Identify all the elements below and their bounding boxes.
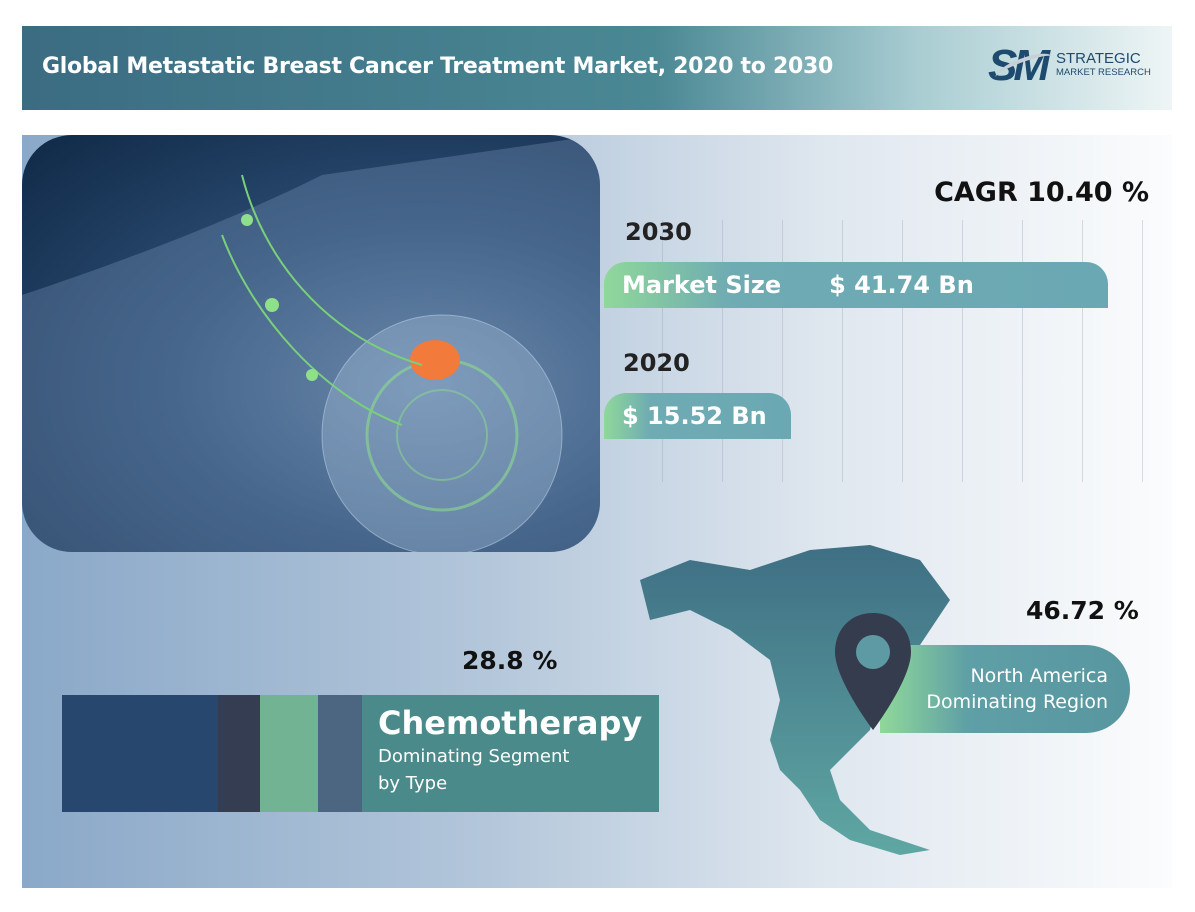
segment-block-4 — [318, 695, 362, 812]
region-subtitle: Dominating Region — [926, 691, 1108, 713]
breast-lymph-illustration-icon — [22, 135, 600, 552]
gridline — [962, 220, 963, 482]
gridline — [662, 220, 663, 482]
value-2020: $ 15.52 Bn — [622, 402, 767, 430]
segment-name: Chemotherapy — [378, 704, 643, 742]
region-label-pill: North America Dominating Region — [880, 645, 1130, 733]
breast-illustration — [22, 135, 600, 552]
segment-share: 28.8 % — [462, 646, 558, 675]
segment-block-3 — [260, 695, 318, 812]
location-pin-icon — [835, 613, 911, 730]
cagr-value: CAGR 10.40 % — [934, 177, 1149, 208]
gridline — [782, 220, 783, 482]
gridline — [1082, 220, 1083, 482]
company-logo: SM STRATEGIC MARKET RESEARCH — [988, 44, 1151, 88]
logo-line-2: MARKET RESEARCH — [1056, 67, 1151, 78]
market-size-label: Market Size — [622, 271, 782, 299]
segment-label-box: Chemotherapy Dominating Segment by Type — [362, 695, 659, 812]
gridline — [1142, 220, 1143, 482]
segment-subtitle-2: by Type — [378, 773, 448, 794]
logo-line-1: STRATEGIC — [1056, 50, 1141, 67]
segment-block-2 — [218, 695, 260, 812]
gridline — [902, 220, 903, 482]
page-title: Global Metastatic Breast Cancer Treatmen… — [42, 54, 833, 79]
gridline — [722, 220, 723, 482]
value-2030: $ 41.74 Bn — [829, 271, 974, 299]
bar-2030: Market Size $ 41.74 Bn — [604, 262, 1108, 308]
region-name: North America — [970, 665, 1108, 687]
logo-mark: SM — [988, 41, 1056, 90]
gridline — [1022, 220, 1023, 482]
header-banner: Global Metastatic Breast Cancer Treatmen… — [22, 26, 1172, 110]
region-share: 46.72 % — [1026, 596, 1139, 625]
segment-block-1 — [62, 695, 218, 812]
year-2030-label: 2030 — [625, 218, 692, 246]
logo-mark-text: SM — [988, 41, 1050, 90]
year-2020-label: 2020 — [623, 349, 690, 377]
bar-2020: $ 15.52 Bn — [604, 393, 792, 439]
gridline — [842, 220, 843, 482]
segment-subtitle-1: Dominating Segment — [378, 746, 570, 767]
